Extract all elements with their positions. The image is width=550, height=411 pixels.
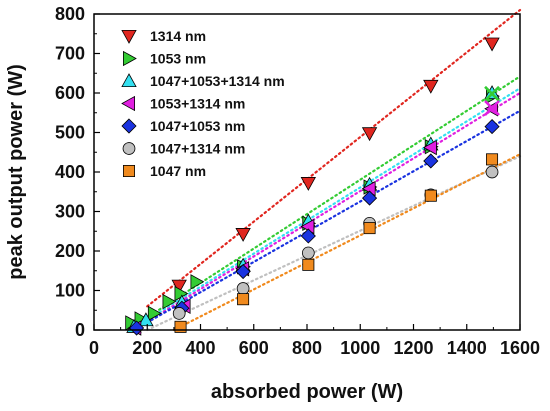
legend-label-1314-nm: 1314 nm: [150, 28, 206, 44]
data-point-1047-1314-nm: [485, 165, 499, 179]
fit-line-1047-1053-1314-nm: [132, 87, 522, 330]
x-tick-label-400: 400: [185, 338, 215, 358]
y-tick-label-500: 500: [55, 123, 85, 143]
legend: 1314 nm 1053 nm 1047+1053+1314 nm 1053+1314…: [121, 28, 285, 179]
data-point-1053-1314-nm: [422, 139, 437, 156]
y-axis-title: peak output power (W): [5, 64, 27, 280]
y-tick-label-100: 100: [55, 281, 85, 301]
data-point-1047-1053-nm: [129, 320, 145, 336]
legend-marker-1047-1053-nm: [121, 118, 137, 134]
data-point-cross-0: [484, 85, 500, 102]
data-markers: [125, 37, 500, 336]
x-tick-label-800: 800: [292, 338, 322, 358]
data-point-1314-nm: [235, 228, 251, 242]
data-point-1053-nm: [162, 293, 177, 310]
x-tick-label-1000: 1000: [340, 338, 380, 358]
legend-marker-1047-nm: [123, 164, 136, 177]
fit-line-1053-1314-nm: [132, 91, 522, 332]
x-axis: 0 200 400 600 800 1000 1200 1400 1600: [89, 324, 540, 358]
data-point-1047-1053-nm: [362, 190, 378, 206]
x-tick-label-1200: 1200: [393, 338, 433, 358]
legend-label-1047-1053-1314-nm: 1047+1053+1314 nm: [150, 73, 285, 89]
data-point-1047-nm: [237, 293, 250, 306]
legend-marker-1053-nm: [123, 50, 137, 67]
data-point-cross-1: [484, 100, 500, 116]
data-point-1047-1314-nm: [301, 246, 315, 260]
data-point-1047-nm: [302, 258, 315, 271]
data-point-1314-nm: [484, 37, 500, 52]
x-axis-title: absorbed power (W): [211, 381, 403, 403]
data-point-1047-nm: [174, 320, 187, 333]
data-point-1053-nm: [190, 274, 205, 290]
data-point-1047-1314-nm: [236, 282, 250, 295]
y-tick-label-0: 0: [75, 320, 85, 340]
y-tick-label-200: 200: [55, 241, 85, 261]
data-point-1314-nm: [361, 127, 378, 142]
data-point-1047-nm: [363, 222, 376, 235]
legend-label-1047-1314-nm: 1047+1314 nm: [150, 141, 245, 157]
legend-marker-1314-nm: [121, 29, 137, 44]
legend-marker-1047-1314-nm: [122, 142, 136, 155]
legend-label-1053-1314-nm: 1053+1314 nm: [150, 96, 245, 112]
data-point-1314-nm: [171, 279, 187, 294]
data-point-1053-nm: [147, 305, 162, 322]
legend-label-1047-nm: 1047 nm: [150, 163, 206, 179]
x-tick-label-200: 200: [132, 338, 162, 358]
fit-line-1047-1053-nm: [132, 109, 522, 332]
y-tick-label-400: 400: [55, 162, 85, 182]
fit-line-1047-nm: [172, 153, 522, 332]
data-point-1047-nm: [424, 189, 437, 202]
fit-line-1314-nm: [146, 8, 522, 308]
legend-label-1047-1053-nm: 1047+1053 nm: [150, 118, 245, 134]
y-axis: 0 100 200 300 400 500 600 700 800: [55, 4, 100, 340]
fit-line-1047-1314-nm: [146, 155, 522, 332]
legend-marker-1053-1314-nm: [121, 95, 136, 112]
data-point-1314-nm: [300, 177, 317, 191]
y-tick-label-700: 700: [55, 44, 85, 64]
data-point-1047-1053-nm: [423, 153, 439, 169]
y-tick-label-300: 300: [55, 202, 85, 222]
data-point-1047-nm: [486, 153, 499, 166]
data-point-1047-1053-nm: [235, 263, 251, 280]
data-point-1314-nm: [423, 79, 439, 94]
y-tick-label-800: 800: [55, 4, 85, 24]
data-point-1047-1053-nm: [484, 119, 500, 135]
data-point-1047-1053-1314-nm: [138, 312, 154, 327]
legend-marker-1047-1053-1314-nm: [121, 73, 137, 87]
x-tick-label-600: 600: [239, 338, 269, 358]
legend-label-1053-nm: 1053 nm: [150, 51, 206, 67]
y-tick-label-600: 600: [55, 83, 85, 103]
x-tick-label-1600: 1600: [500, 338, 540, 358]
x-tick-label-1400: 1400: [447, 338, 487, 358]
data-point-1047-1314-nm: [172, 307, 186, 320]
x-tick-label-0: 0: [89, 338, 99, 358]
data-point-1047-1053-nm: [300, 228, 316, 244]
